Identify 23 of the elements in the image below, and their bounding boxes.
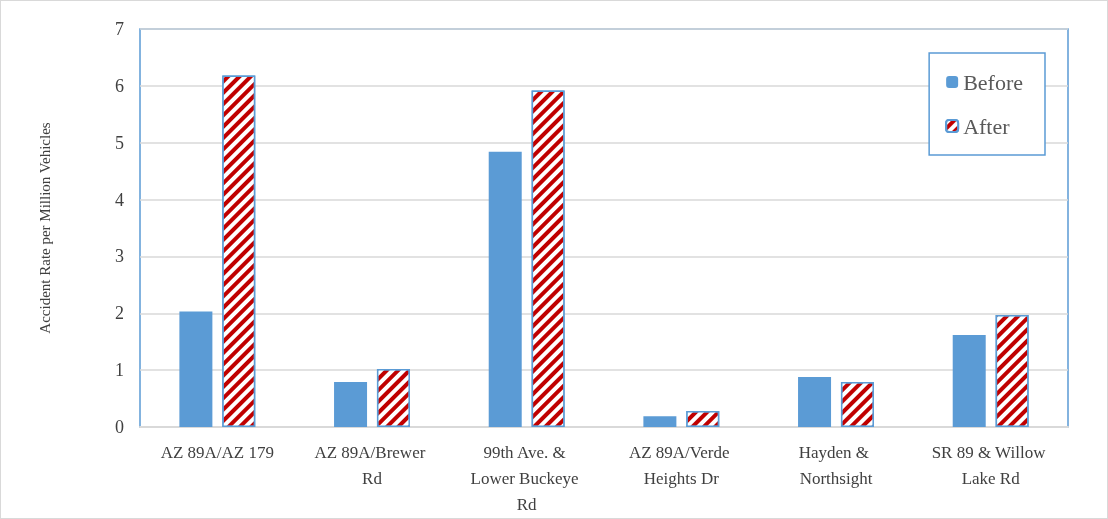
bar	[488, 151, 522, 427]
bar	[179, 311, 213, 427]
y-tick-label: 5	[115, 132, 124, 153]
bar	[798, 376, 832, 427]
y-tick-label: 6	[115, 75, 124, 96]
x-tick-label: SR 89 & Willow Lake Rd	[931, 442, 1050, 488]
x-tick-label: AZ 89A/Brewer Rd	[314, 442, 430, 488]
bar	[334, 382, 368, 427]
y-tick-label: 1	[115, 360, 124, 381]
bar	[643, 416, 677, 427]
y-tick-label: 2	[115, 303, 124, 324]
y-tick-label: 0	[115, 417, 124, 437]
bar	[952, 334, 986, 427]
y-axis-title: Accident Rate per Million Vehicles	[36, 122, 53, 334]
legend-label: After	[963, 113, 1011, 139]
y-tick-label: 4	[115, 189, 124, 210]
x-tick-label: AZ 89A/Verde Heights Dr	[628, 442, 734, 488]
x-tick-label: 99th Ave. & Lower Buckeye Rd	[470, 442, 583, 514]
y-tick-label: 3	[115, 246, 124, 267]
y-tick-label: 7	[115, 19, 124, 39]
legend-label: Before	[963, 69, 1023, 95]
x-tick-label: AZ 89A/AZ 179	[160, 442, 274, 462]
x-tick-label: Hayden & Northsight	[798, 442, 874, 488]
